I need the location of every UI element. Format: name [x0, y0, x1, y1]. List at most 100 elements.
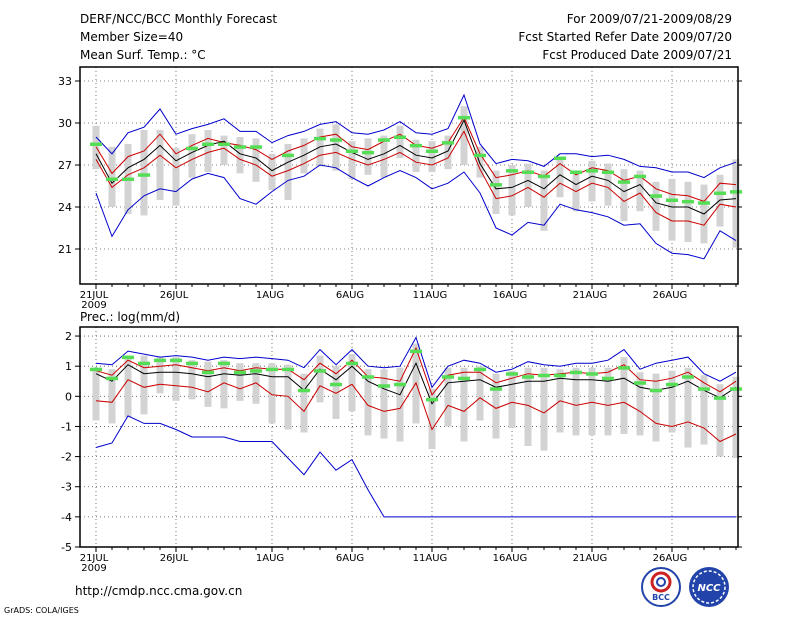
observation-dash: [730, 387, 742, 391]
spread-bar: [572, 170, 580, 212]
observation-dash: [346, 361, 358, 366]
plot-frame: [79, 326, 739, 548]
observation-dash: [330, 138, 342, 142]
spread-bar: [732, 376, 740, 459]
spread-bar: [428, 388, 436, 450]
y-tick-label: 24: [58, 201, 72, 214]
observation-dash: [682, 375, 694, 379]
observation-dash: [410, 143, 422, 148]
x-tick-label: 1AUG: [256, 290, 284, 301]
spread-bar: [124, 355, 132, 418]
spread-bar: [172, 148, 180, 206]
observation-dash: [698, 387, 710, 391]
y-tick-label: -5: [61, 541, 72, 554]
observation-dash: [650, 194, 662, 198]
observation-dash: [218, 142, 230, 146]
spread-bar: [588, 160, 596, 202]
spread-bar: [508, 370, 516, 428]
spread-bar: [652, 373, 660, 442]
spread-bar: [700, 375, 708, 445]
year-label: 2009: [81, 300, 106, 311]
observation-dash: [682, 199, 694, 204]
series-line-upper: [95, 346, 737, 396]
spread-bar: [316, 355, 324, 403]
member-size-label: Member Size=40: [80, 30, 183, 44]
spread-bar: [444, 367, 452, 427]
observation-dash: [138, 173, 150, 177]
spread-bar: [588, 367, 596, 436]
spread-bar: [252, 138, 260, 182]
observation-dash: [346, 149, 358, 153]
y-tick-label: 27: [58, 159, 72, 172]
observation-dash: [634, 174, 646, 179]
spread-bar: [460, 106, 468, 165]
observation-dash: [410, 349, 422, 354]
spread-bar: [284, 144, 292, 200]
produced-date-label: Fcst Produced Date 2009/07/21: [542, 48, 732, 62]
y-tick-label: -4: [61, 511, 72, 524]
x-tick-label: 21JUL: [80, 553, 109, 564]
y-tick-label: 1: [65, 360, 72, 373]
series-line-max: [95, 336, 737, 389]
observation-dash: [266, 367, 278, 372]
observation-dash: [138, 361, 150, 366]
observation-dash: [106, 177, 118, 181]
spread-bar: [364, 369, 372, 436]
series-line-lower: [95, 379, 737, 443]
observation-dash: [714, 191, 726, 195]
chart-title: DERF/NCC/BCC Monthly Forecast: [80, 12, 277, 26]
precipitation-panel: -5 -4 -3 -2 -1 0 1 2 21JUL 26JUL 1AUG 6AUG 11AUG 16AU…: [61, 326, 742, 574]
spread-bar: [556, 159, 564, 198]
spread-bar: [508, 165, 516, 216]
spread-bar: [492, 170, 500, 214]
y-tick-label: 30: [58, 117, 72, 130]
x-tick-label: 16AUG: [493, 553, 528, 564]
x-tick-label: 6AUG: [336, 290, 364, 301]
x-tick-label: 26JUL: [160, 290, 189, 301]
observation-dash: [554, 373, 566, 378]
series-line-max: [95, 93, 737, 179]
series-line-mean: [95, 361, 737, 405]
ncc-logo: NCC: [689, 567, 729, 607]
observation-dash: [586, 372, 598, 376]
forecast-period: For 2009/07/21-2009/08/29: [567, 12, 732, 26]
spread-bar: [188, 360, 196, 400]
spread-bar: [604, 163, 612, 206]
observation-dash: [538, 174, 550, 179]
spread-bar: [476, 366, 484, 421]
spread-bar: [252, 363, 260, 404]
spread-bar: [220, 360, 228, 409]
spread-bar: [668, 179, 676, 241]
observation-dash: [554, 156, 566, 160]
observation-dash: [490, 183, 502, 187]
spread-bar: [268, 153, 276, 191]
spread-bar: [348, 141, 356, 179]
precip-panel-title: Prec.: log(mm/d): [80, 310, 180, 324]
observation-dash: [90, 367, 102, 372]
spread-bar: [396, 125, 404, 158]
spread-bar: [444, 135, 452, 170]
observation-dash: [202, 370, 214, 375]
observation-dash: [458, 115, 470, 120]
spread-bar: [636, 170, 644, 212]
observation-dash: [106, 376, 118, 381]
source-url: http://cmdp.ncc.cma.gov.cn: [75, 584, 242, 598]
observation-dash: [586, 169, 598, 173]
y-tick-label: 21: [58, 243, 72, 256]
bcc-logo: BCC: [641, 567, 681, 607]
observation-dash: [202, 142, 214, 146]
ncc-logo-text: NCC: [697, 583, 721, 594]
spread-bar: [188, 134, 196, 178]
observation-dash: [522, 375, 534, 379]
x-tick-label: 6AUG: [336, 553, 364, 564]
spread-bar: [332, 366, 340, 419]
observation-dash: [618, 180, 630, 184]
bcc-logo-text: BCC: [652, 593, 670, 602]
spread-bar: [204, 130, 212, 172]
spread-bar: [380, 369, 388, 439]
series-line-mean: [95, 118, 737, 215]
series-line-min: [95, 415, 736, 518]
observation-dash: [666, 382, 678, 387]
observation-dash: [618, 366, 630, 370]
spread-bar: [636, 372, 644, 436]
